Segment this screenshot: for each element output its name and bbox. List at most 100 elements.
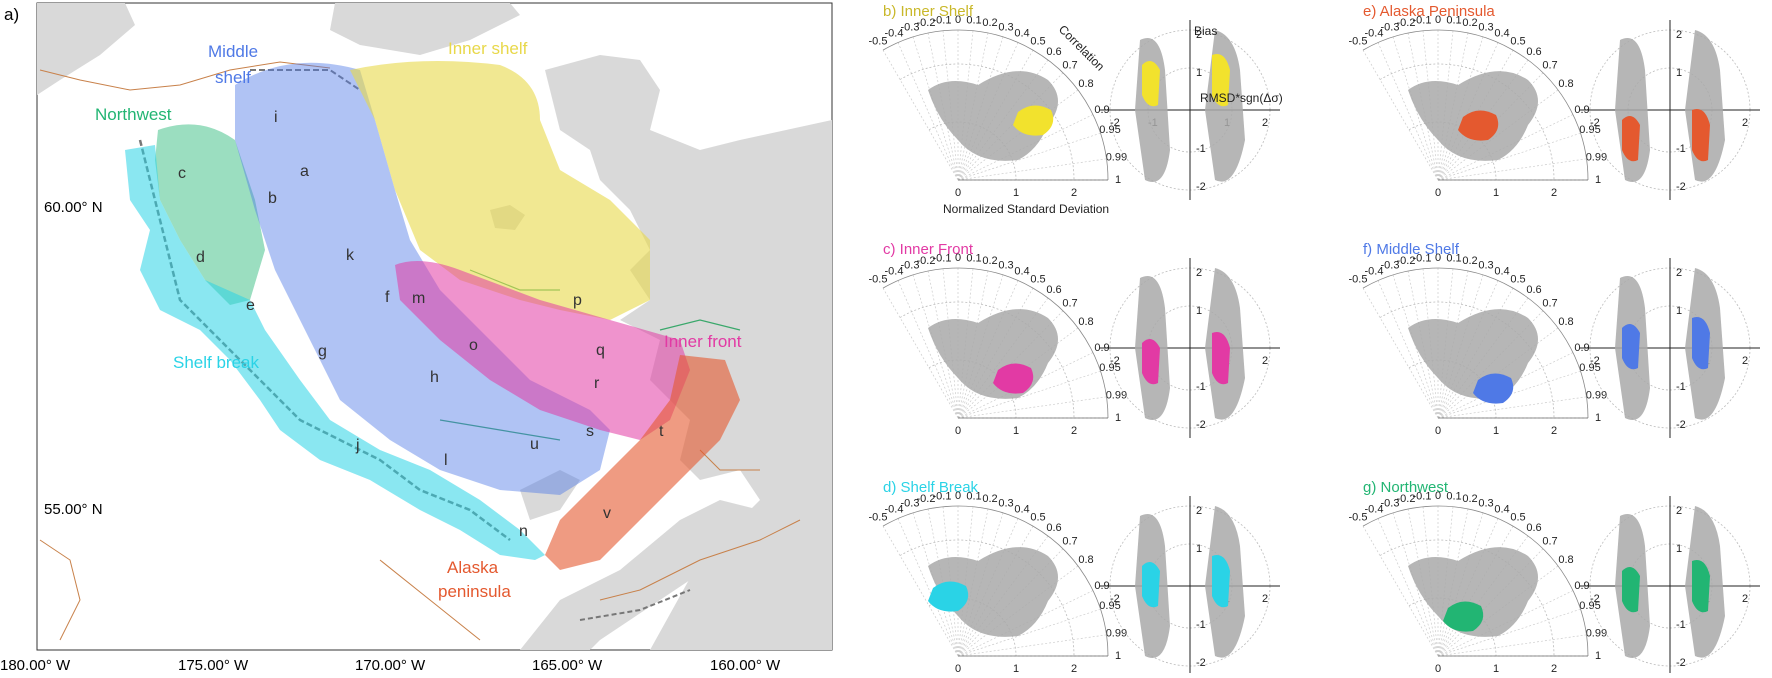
corr-tick-label: 0.7: [1062, 60, 1077, 72]
target-x-tick: -2: [1110, 593, 1120, 605]
target-x-tick: -2: [1110, 355, 1120, 367]
target-x-tick: 2: [1262, 355, 1268, 367]
corr-tick-label: 0.8: [1558, 554, 1573, 566]
corr-tick-label: 0.1: [966, 491, 981, 503]
corr-ray: [957, 114, 1094, 181]
corr-ray: [882, 525, 959, 657]
station-label: p: [573, 292, 582, 309]
corr-tick-label: 0.4: [1014, 503, 1029, 515]
corr-ray: [1437, 89, 1559, 181]
target-y-tick: -1: [1676, 143, 1686, 155]
corr-tick-label: -0.1: [1413, 15, 1432, 27]
station-label: i: [274, 109, 278, 126]
corr-tick-label: 0.2: [1462, 17, 1477, 29]
corr-ray: [927, 508, 959, 657]
panel-g: g) Northwest-0.5-0.4-0.3-0.2-0.1 0 0.1 0.2 0…: [1349, 479, 1760, 673]
corr-tick-label: -0.1: [1413, 491, 1432, 503]
station-label: f: [385, 289, 390, 306]
outer-arc: [882, 267, 1109, 419]
corr-ray: [1362, 49, 1439, 181]
station-label: m: [412, 290, 425, 307]
corr-ray: [957, 280, 1019, 419]
taylor-diagram: -0.5-0.4-0.3-0.2-0.1 0 0.1 0.2 0.3 0.40.50.60…: [869, 252, 1128, 437]
corr-tick-label: -0.5: [1349, 35, 1368, 47]
outer-arc: [882, 29, 1109, 181]
corr-tick-label: 0.5: [1030, 273, 1045, 285]
region-label-northwest: Northwest: [95, 105, 172, 124]
taylor-diagram: -0.5-0.4-0.3-0.2-0.1 0 0.1 0.2 0.3 0.40.50.60…: [869, 14, 1128, 216]
station-label: t: [659, 423, 664, 440]
std-tick-label: 2: [1071, 663, 1077, 673]
std-tick-label: 0: [955, 187, 961, 199]
target-y-tick: -2: [1196, 419, 1206, 431]
corr-tick-label: 0: [955, 490, 961, 502]
station-label: c: [178, 165, 186, 182]
target-y-tick: 1: [1196, 305, 1202, 317]
target-y-tick: 1: [1196, 543, 1202, 555]
target-y-tick: 2: [1196, 505, 1202, 517]
region-blob-right: [1692, 109, 1710, 162]
corr-ray: [882, 49, 959, 181]
corr-tick-label: 0.2: [982, 255, 997, 267]
corr-ray: [1437, 634, 1587, 657]
corr-tick-label: -0.2: [917, 17, 936, 29]
station-label: h: [430, 369, 439, 386]
corr-tick-label: -0.2: [917, 255, 936, 267]
corr-ray: [1437, 565, 1559, 657]
corr-tick-label: 1: [1115, 412, 1121, 424]
corr-tick-label: 0.1: [966, 15, 981, 27]
corr-tick-label: 0.1: [1446, 253, 1461, 265]
corr-tick-label: -0.1: [1413, 253, 1432, 265]
lon-label: 165.00° W: [532, 657, 603, 673]
corr-tick-label: -0.1: [933, 253, 952, 265]
corr-tick-label: -0.4: [1365, 503, 1384, 515]
std-tick-label: 0: [1435, 663, 1441, 673]
corr-tick-label: 0.6: [1046, 522, 1061, 534]
target-y-tick: -1: [1676, 381, 1686, 393]
target-y-tick: 2: [1676, 29, 1682, 41]
gray-cloud: [928, 309, 1058, 399]
corr-tick-label: -0.2: [1397, 255, 1416, 267]
outer-arc: [1362, 505, 1589, 657]
target-y-tick: -2: [1676, 419, 1686, 431]
taylor-diagram: -0.5-0.4-0.3-0.2-0.1 0 0.1 0.2 0.3 0.40.50.60…: [1349, 490, 1608, 673]
corr-tick-label: -0.2: [917, 493, 936, 505]
target-x-tick: 2: [1262, 593, 1268, 605]
region-polygons: [125, 61, 740, 570]
corr-ray: [1437, 114, 1574, 181]
target-x-tick: 2: [1742, 593, 1748, 605]
std-tick-label: 1: [1493, 187, 1499, 199]
corr-ray: [957, 518, 1019, 657]
corr-tick-label: 0.95: [1579, 362, 1600, 374]
target-y-tick: -2: [1676, 181, 1686, 193]
station-label: n: [519, 523, 528, 540]
corr-tick-label: -0.3: [1381, 497, 1400, 509]
corr-tick-label: 1: [1595, 174, 1601, 186]
corr-ray: [1437, 590, 1574, 657]
region-blob: [1013, 105, 1054, 136]
corr-ray: [942, 506, 959, 657]
corr-tick-label: -0.5: [1349, 511, 1368, 523]
lon-label: 160.00° W: [710, 657, 781, 673]
corr-ray: [957, 608, 1101, 657]
station-label: d: [196, 249, 205, 266]
taylor-diagram: -0.5-0.4-0.3-0.2-0.1 0 0.1 0.2 0.3 0.40.50.60…: [869, 490, 1128, 673]
corr-ray: [957, 396, 1107, 419]
corr-ray: [1437, 518, 1499, 657]
corr-ray: [1407, 508, 1439, 657]
station-label: s: [586, 423, 594, 440]
corr-tick-label: 0.5: [1510, 273, 1525, 285]
corr-tick-label: 0.4: [1494, 27, 1509, 39]
region-label-shelfbreak: Shelf break: [173, 353, 259, 372]
corr-tick-label: 0.3: [998, 497, 1013, 509]
corr-tick-label: 0.2: [982, 493, 997, 505]
corr-ray: [1437, 327, 1559, 419]
corr-tick-label: 0.6: [1526, 46, 1541, 58]
station-label: r: [594, 375, 600, 392]
panel-title: d) Shelf Break: [883, 479, 979, 496]
region-blob: [1458, 110, 1499, 141]
target-x-tick: -2: [1590, 117, 1600, 129]
corr-tick-label: -0.4: [1365, 27, 1384, 39]
station-label: a: [300, 163, 309, 180]
region-blob-left: [1622, 116, 1640, 162]
